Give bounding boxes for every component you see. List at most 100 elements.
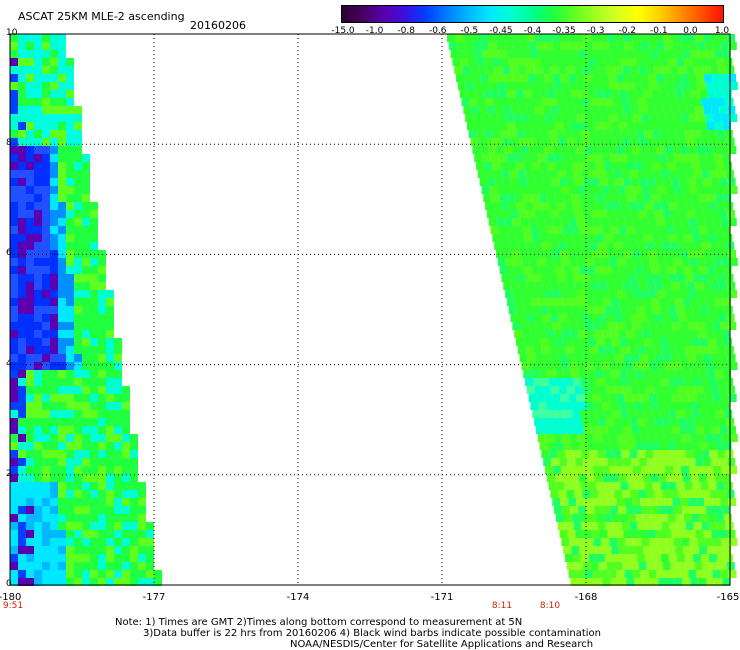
wind-cell: [522, 226, 531, 234]
wind-cell: [725, 450, 734, 458]
wind-cell: [686, 138, 695, 146]
wind-cell: [653, 202, 662, 210]
wind-cell: [698, 122, 707, 130]
wind-cell: [534, 66, 543, 74]
wind-cell: [624, 42, 633, 50]
wind-cell: [497, 258, 506, 266]
wind-cell: [695, 426, 704, 434]
wind-cell: [50, 162, 58, 170]
wind-cell: [705, 258, 714, 266]
wind-cell: [515, 90, 524, 98]
wind-cell: [636, 58, 645, 66]
wind-cell: [574, 490, 583, 498]
wind-cell: [556, 482, 565, 490]
wind-cell: [725, 274, 734, 282]
wind-cell: [50, 530, 58, 538]
wind-cell: [34, 442, 42, 450]
wind-cell: [667, 90, 676, 98]
wind-cell: [646, 66, 655, 74]
wind-cell: [519, 178, 528, 186]
wind-cell: [665, 258, 674, 266]
wind-cell: [616, 250, 625, 258]
wind-cell: [563, 546, 572, 554]
wind-cell: [10, 146, 18, 154]
wind-cell: [50, 386, 58, 394]
wind-cell: [557, 522, 566, 530]
wind-cell: [554, 122, 563, 130]
wind-cell: [480, 74, 489, 82]
wind-cell: [10, 426, 18, 434]
wind-cell: [555, 266, 564, 274]
wind-cell: [654, 386, 663, 394]
wind-cell: [58, 410, 66, 418]
wind-cell: [547, 442, 556, 450]
wind-cell: [698, 50, 707, 58]
wind-cell: [697, 114, 706, 122]
wind-cell: [610, 506, 619, 514]
wind-cell: [669, 346, 678, 354]
wind-cell: [58, 498, 66, 506]
wind-cell: [130, 490, 138, 498]
wind-cell: [66, 450, 74, 458]
wind-cell: [655, 530, 664, 538]
wind-cell: [648, 570, 657, 578]
wind-cell: [656, 218, 665, 226]
wind-cell: [701, 346, 710, 354]
wind-cell: [90, 418, 98, 426]
wind-cell: [673, 114, 682, 122]
wind-cell: [676, 58, 685, 66]
wind-cell: [74, 442, 82, 450]
wind-cell: [26, 66, 34, 74]
wind-cell: [710, 562, 719, 570]
wind-cell: [706, 154, 715, 162]
wind-cell: [679, 106, 688, 114]
wind-cell: [568, 498, 577, 506]
wind-cell: [90, 450, 98, 458]
wind-cell: [42, 522, 50, 530]
wind-cell: [42, 570, 50, 578]
wind-cell: [654, 418, 663, 426]
wind-cell: [538, 226, 547, 234]
wind-cell: [18, 362, 26, 370]
wind-cell: [544, 250, 553, 258]
wind-cell: [474, 122, 483, 130]
wind-cell: [555, 370, 564, 378]
wind-cell: [561, 186, 570, 194]
wind-cell: [34, 202, 42, 210]
wind-cell: [653, 170, 662, 178]
wind-cell: [10, 274, 18, 282]
wind-cell: [627, 194, 636, 202]
wind-cell: [718, 418, 727, 426]
wind-cell: [538, 298, 547, 306]
wind-cell: [568, 146, 577, 154]
wind-cell: [18, 450, 26, 458]
wind-cell: [691, 194, 700, 202]
wind-cell: [74, 426, 82, 434]
wind-cell: [563, 370, 572, 378]
wind-cell: [669, 378, 678, 386]
wind-cell: [514, 154, 523, 162]
wind-cell: [711, 178, 720, 186]
wind-cell: [535, 354, 544, 362]
wind-cell: [570, 474, 579, 482]
wind-cell: [74, 274, 82, 282]
wind-cell: [34, 154, 42, 162]
wind-cell: [717, 378, 726, 386]
wind-cell: [18, 426, 26, 434]
wind-cell: [605, 202, 614, 210]
wind-cell: [74, 570, 82, 578]
wind-cell: [633, 82, 642, 90]
wind-cell: [90, 354, 98, 362]
wind-cell: [600, 498, 609, 506]
wind-cell: [50, 578, 58, 586]
wind-cell: [715, 338, 724, 346]
wind-cell: [507, 194, 516, 202]
wind-cell: [654, 210, 663, 218]
wind-cell: [562, 506, 571, 514]
wind-cell: [696, 74, 705, 82]
wind-cell: [612, 58, 621, 66]
wind-cell: [678, 562, 687, 570]
wind-cell: [590, 386, 599, 394]
wind-cell: [639, 282, 648, 290]
wind-cell: [610, 578, 619, 586]
